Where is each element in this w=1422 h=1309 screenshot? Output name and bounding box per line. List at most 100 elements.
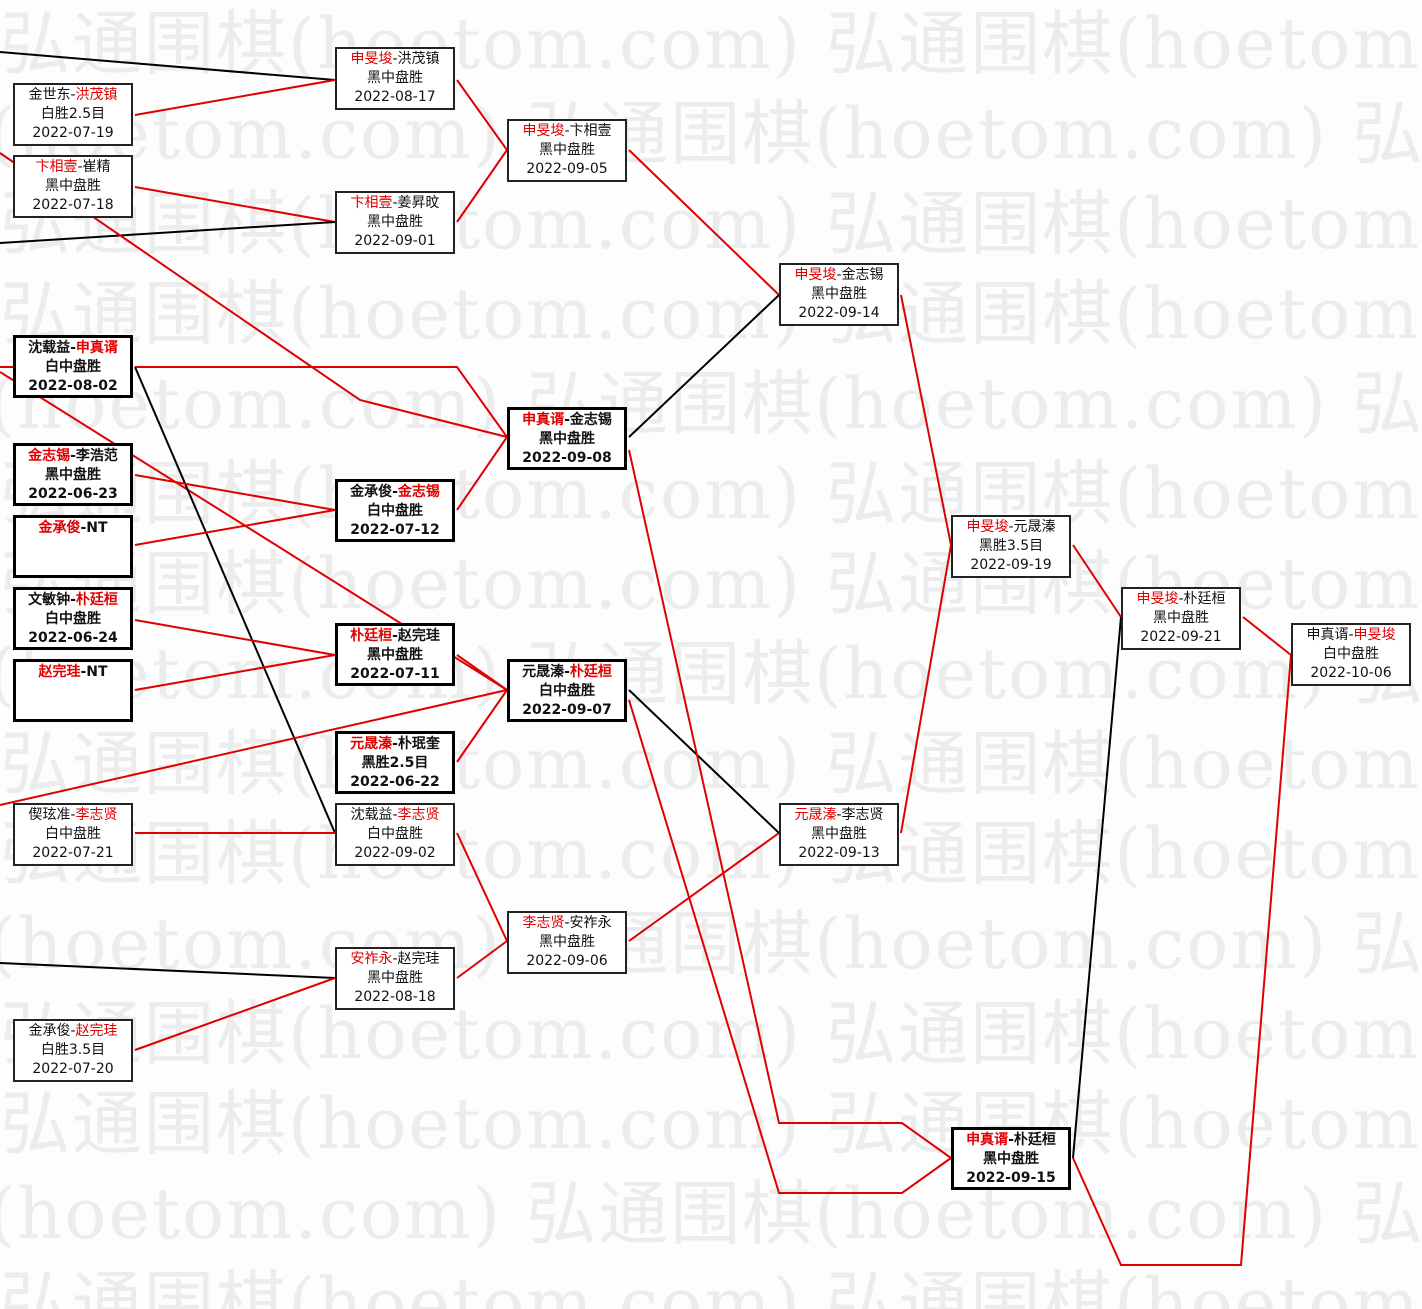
separator: - bbox=[564, 123, 570, 139]
match-result: 黑中盘胜 bbox=[45, 467, 101, 483]
match-players: 申旻埈-元晟溱 bbox=[953, 518, 1069, 537]
match-box[interactable]: 申真谞-金志锡 黑中盘胜 2022-09-08 bbox=[507, 407, 627, 470]
player-1: 卞相壹 bbox=[350, 195, 393, 211]
winner-path-line bbox=[456, 149, 508, 223]
match-date: 2022-09-14 bbox=[798, 305, 880, 321]
winner-path-line bbox=[456, 832, 508, 942]
match-box[interactable]: 申旻埈-洪茂镇 黑中盘胜 2022-08-17 bbox=[335, 47, 455, 110]
player-1: 申真谞 bbox=[1306, 627, 1349, 643]
match-date: 2022-10-06 bbox=[1310, 665, 1392, 681]
match-result: 白中盘胜 bbox=[367, 503, 423, 519]
match-box[interactable]: 赵完珪-NT bbox=[13, 659, 133, 722]
match-date: 2022-08-18 bbox=[354, 989, 436, 1005]
separator: - bbox=[77, 159, 83, 175]
winner-path-line bbox=[456, 689, 508, 763]
player-2: NT bbox=[86, 664, 108, 680]
winner-path-line bbox=[1242, 616, 1292, 656]
match-result: 黑中盘胜 bbox=[983, 1151, 1039, 1167]
player-1: 申旻埈 bbox=[1136, 591, 1179, 607]
winner-path-line bbox=[628, 699, 952, 1194]
match-box[interactable]: 申旻埈-卞相壹 黑中盘胜 2022-09-05 bbox=[507, 119, 627, 182]
player-1: 卞相壹 bbox=[35, 159, 78, 175]
winner-path-line bbox=[628, 149, 780, 296]
watermark-row: 弘通围棋(hoetom.com) 弘通围棋(hoetom.com) 弘通围棋(h… bbox=[0, 1263, 1422, 1309]
player-1: 沈载益 bbox=[28, 340, 71, 356]
match-box[interactable]: 文敏钟-朴廷桓 白中盘胜 2022-06-24 bbox=[13, 587, 133, 650]
match-box[interactable]: 安祚永-赵完珪 黑中盘胜 2022-08-18 bbox=[335, 947, 455, 1010]
winner-path-line bbox=[456, 436, 508, 511]
match-players: 沈载益-申真谞 bbox=[16, 339, 130, 358]
player-2: 申真谞 bbox=[75, 340, 118, 356]
winner-path-line bbox=[900, 294, 952, 546]
separator: - bbox=[1178, 591, 1184, 607]
match-players: 申旻埈-朴廷桓 bbox=[1123, 590, 1239, 609]
match-box[interactable]: 元晟溱-朴珉奎 黑胜2.5目 2022-06-22 bbox=[335, 731, 455, 794]
player-2: 李浩范 bbox=[75, 448, 118, 464]
match-box[interactable]: 金世东-洪茂镇 白胜2.5目 2022-07-19 bbox=[13, 83, 133, 146]
match-players: 偰玹准-李志贤 bbox=[15, 806, 131, 825]
match-box[interactable]: 申旻埈-朴廷桓 黑中盘胜 2022-09-21 bbox=[1121, 587, 1241, 650]
separator: - bbox=[70, 87, 76, 103]
match-box[interactable]: 金承俊-赵完珪 白胜3.5目 2022-07-20 bbox=[13, 1019, 133, 1082]
match-date: 2022-07-18 bbox=[32, 197, 114, 213]
watermark-row: 弘通围棋(hoetom.com) 弘通围棋(hoetom.com) 弘通围棋(h… bbox=[0, 1173, 1422, 1255]
match-players: 金世东-洪茂镇 bbox=[15, 86, 131, 105]
match-box[interactable]: 金承俊-NT bbox=[13, 515, 133, 578]
match-players: 文敏钟-朴廷桓 bbox=[16, 591, 130, 610]
player-1: 申旻埈 bbox=[350, 51, 393, 67]
match-players: 申旻埈-洪茂镇 bbox=[337, 50, 453, 69]
match-box[interactable]: 申真谞-申旻埈 白中盘胜 2022-10-06 bbox=[1291, 623, 1411, 686]
winner-path-line bbox=[0, 689, 508, 806]
winner-path-line bbox=[134, 654, 336, 691]
winner-path-line bbox=[628, 832, 780, 942]
player-2: 李志贤 bbox=[397, 807, 440, 823]
match-box[interactable]: 元晟溱-朴廷桓 白中盘胜 2022-09-07 bbox=[507, 659, 627, 722]
match-result: 黑中盘胜 bbox=[539, 431, 595, 447]
match-players: 沈载益-李志贤 bbox=[337, 806, 453, 825]
match-box[interactable]: 申真谞-朴廷桓 黑中盘胜 2022-09-15 bbox=[951, 1127, 1071, 1190]
match-date: 2022-07-11 bbox=[350, 666, 440, 682]
separator: - bbox=[564, 915, 570, 931]
match-box[interactable]: 元晟溱-李志贤 黑中盘胜 2022-09-13 bbox=[779, 803, 899, 866]
separator: - bbox=[80, 520, 87, 536]
player-2: 洪茂镇 bbox=[397, 51, 440, 67]
match-players: 朴廷桓-赵完珪 bbox=[338, 627, 452, 646]
match-result: 黑中盘胜 bbox=[539, 142, 595, 158]
separator: - bbox=[70, 340, 76, 356]
match-box[interactable]: 卞相壹-崔精 黑中盘胜 2022-07-18 bbox=[13, 155, 133, 218]
separator: - bbox=[70, 1023, 76, 1039]
player-2: 元晟溱 bbox=[1013, 519, 1056, 535]
player-1: 金承俊 bbox=[28, 1023, 71, 1039]
match-box[interactable]: 金承俊-金志锡 白中盘胜 2022-07-12 bbox=[335, 479, 455, 542]
player-2: 李志贤 bbox=[75, 807, 118, 823]
player-1: 元晟溱 bbox=[350, 736, 393, 752]
match-result: 黑中盘胜 bbox=[367, 214, 423, 230]
separator: - bbox=[70, 592, 76, 608]
separator: - bbox=[1008, 1132, 1014, 1148]
match-players: 安祚永-赵完珪 bbox=[337, 950, 453, 969]
match-box[interactable]: 申旻埈-金志锡 黑中盘胜 2022-09-14 bbox=[779, 263, 899, 326]
match-box[interactable]: 李志贤-安祚永 黑中盘胜 2022-09-06 bbox=[507, 911, 627, 974]
match-date: 2022-08-17 bbox=[354, 89, 436, 105]
match-box[interactable]: 金志锡-李浩范 黑中盘胜 2022-06-23 bbox=[13, 443, 133, 506]
match-box[interactable]: 沈载益-李志贤 白中盘胜 2022-09-02 bbox=[335, 803, 455, 866]
player-1: 金志锡 bbox=[28, 448, 71, 464]
match-players: 申旻埈-卞相壹 bbox=[509, 122, 625, 141]
match-box[interactable]: 申旻埈-元晟溱 黑胜3.5目 2022-09-19 bbox=[951, 515, 1071, 578]
match-box[interactable]: 沈载益-申真谞 白中盘胜 2022-08-02 bbox=[13, 335, 133, 398]
winner-path-line bbox=[628, 449, 952, 1159]
winner-path-line bbox=[900, 544, 952, 834]
match-box[interactable]: 偰玹准-李志贤 白中盘胜 2022-07-21 bbox=[13, 803, 133, 866]
match-box[interactable]: 朴廷桓-赵完珪 黑中盘胜 2022-07-11 bbox=[335, 623, 455, 686]
match-players: 元晟溱-朴廷桓 bbox=[510, 663, 624, 682]
player-1: 申真谞 bbox=[522, 412, 565, 428]
match-players: 元晟溱-朴珉奎 bbox=[338, 735, 452, 754]
player-2: 崔精 bbox=[82, 159, 111, 175]
match-box[interactable]: 卞相壹-姜昇旼 黑中盘胜 2022-09-01 bbox=[335, 191, 455, 254]
player-2: 赵完珪 bbox=[397, 628, 440, 644]
player-1: 安祚永 bbox=[350, 951, 393, 967]
match-result: 黑胜3.5目 bbox=[978, 538, 1044, 554]
winner-path-line bbox=[456, 654, 508, 691]
player-2: 朴廷桓 bbox=[75, 592, 118, 608]
